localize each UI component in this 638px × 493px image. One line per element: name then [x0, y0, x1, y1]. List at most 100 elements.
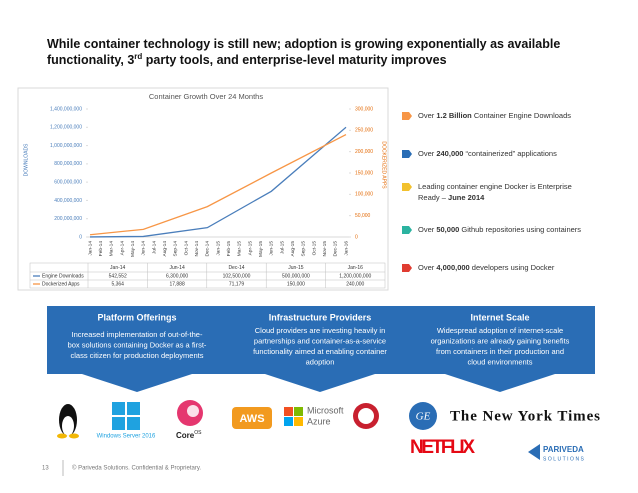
title-text: party tools, and enterprise-level maturi… [142, 53, 446, 67]
slide-title: While container technology is still new;… [47, 37, 560, 51]
table-header: Jan-14 [110, 265, 126, 271]
table-value: 500,000,000 [282, 273, 310, 279]
table-value: 5,364 [111, 281, 124, 287]
y-axis-label: DOWNLOADS [23, 143, 29, 176]
x-tick-label: Sep-14 [173, 241, 179, 257]
segment-text: cloud environments [467, 357, 532, 366]
linux-logo-belly [62, 416, 74, 436]
x-tick-label: Jan-14 [87, 241, 93, 256]
coreos-core: Core [176, 431, 195, 440]
segment-title: Infrastructure Providers [269, 312, 372, 322]
segment-arrow [265, 374, 375, 392]
windows-pane [112, 417, 125, 430]
y-tick-label: 1,400,000,000 [50, 106, 82, 112]
netflix-label: NETFLIX [410, 437, 475, 458]
y2-tick-label: 100,000 [355, 192, 373, 198]
footer-text: © Pariveda Solutions. Confidential & Pro… [72, 465, 201, 472]
title-text: functionality, 3 [47, 53, 134, 67]
table-value: 17,888 [169, 281, 185, 287]
segment-title: Internet Scale [470, 312, 529, 322]
x-tick-label: Sep-15 [301, 241, 307, 257]
x-tick-label: Feb-14 [98, 241, 104, 257]
highlight-plain: Leading container engine Docker is Enter… [418, 182, 572, 191]
x-tick-label: Jan-16 [343, 241, 349, 256]
x-tick-label: Nov-15 [322, 241, 328, 257]
pariveda-label: PARIVEDA [543, 445, 584, 454]
y2-tick-label: 150,000 [355, 170, 373, 176]
y2-axis-label: DOCKERIZED APPS [381, 141, 387, 189]
highlight-plain: Container Engine Downloads [472, 111, 571, 120]
x-tick-label: Mar-14 [109, 241, 115, 257]
x-tick-label: Feb-15 [226, 241, 232, 257]
y2-tick-label: 300,000 [355, 106, 373, 112]
table-value: 102,500,000 [223, 273, 251, 279]
segment-text: adoption [306, 357, 335, 366]
highlight-icon [402, 112, 412, 120]
x-tick-label: Nov-14 [194, 241, 200, 257]
segment-text: organizations are already gaining benefi… [431, 336, 570, 345]
table-frame [29, 262, 386, 289]
x-tick-label: Jun-15 [269, 241, 275, 256]
ms-pane [294, 417, 303, 426]
x-tick-label: Oct-15 [311, 241, 317, 256]
y2-tick-label: 50,000 [355, 213, 371, 219]
highlight-bold: 240,000 [436, 149, 463, 158]
x-tick-label: Jul-14 [151, 241, 157, 254]
series-line [89, 126, 347, 238]
aws-label: AWS [239, 413, 264, 425]
red-logo-inner [358, 408, 374, 424]
x-tick-label: Apr-15 [247, 241, 253, 256]
highlight-plain: “containerized” applications [463, 149, 557, 158]
title-superscript: rd [134, 52, 142, 61]
ms-pane [284, 417, 293, 426]
y-tick-label: 800,000,000 [54, 161, 82, 167]
highlight-bold: June 2014 [448, 193, 485, 202]
ge-label: GE [416, 411, 431, 423]
segment-text: box solutions containing Docker as a fir… [68, 340, 207, 349]
x-tick-label: Dec-14 [205, 241, 211, 257]
coreos-logo-inner [187, 405, 199, 417]
highlight-text: Over 1.2 Billion Container Engine Downlo… [418, 111, 571, 120]
chart-frame [17, 87, 389, 291]
highlight-bold: 50,000 [436, 225, 459, 234]
highlight-plain: Github repositories using containers [459, 225, 581, 234]
table-value: 240,000 [346, 281, 364, 287]
y2-tick-label: 0 [355, 234, 358, 240]
ms-pane [294, 407, 303, 416]
x-tick-label: Apr-14 [119, 241, 125, 256]
segment-arrow [82, 374, 192, 392]
x-tick-label: Jun-14 [141, 241, 147, 256]
ms-pane [284, 407, 293, 416]
y-tick-label: 200,000,000 [54, 216, 82, 222]
ge-logo [409, 402, 437, 430]
table-header: Jun-14 [169, 265, 185, 271]
highlight-icon [402, 226, 412, 234]
page-number: 13 [42, 466, 49, 472]
highlight-text: Over 4,000,000 developers using Docker [418, 263, 555, 272]
windows-pane [127, 402, 140, 415]
table-value: 542,552 [109, 273, 127, 279]
x-tick-label: Aug-14 [162, 241, 168, 257]
highlight-text: Leading container engine Docker is Enter… [418, 182, 572, 191]
table-value: 1,200,000,000 [339, 273, 371, 279]
y-tick-label: 600,000,000 [54, 179, 82, 185]
highlight-plain: Over [418, 225, 436, 234]
table-value: 150,000 [287, 281, 305, 287]
azure-label: Microsoft [307, 405, 344, 415]
x-tick-label: Mar-15 [237, 241, 243, 257]
y-tick-label: 0 [79, 234, 82, 240]
azure-label: Azure [307, 416, 331, 426]
pariveda-sub: SOLUTIONS [543, 456, 585, 462]
legend-label: Engine Downloads [42, 273, 84, 279]
highlight-plain: Over [418, 149, 436, 158]
highlight-text: Over 240,000 “containerized” application… [418, 149, 557, 158]
linux-logo-foot [69, 433, 79, 439]
table-value: 71,179 [229, 281, 245, 287]
windows-pane [112, 402, 125, 415]
x-tick-label: Jul-15 [279, 241, 285, 254]
title-text: While container technology is still new;… [47, 37, 560, 51]
y-tick-label: 400,000,000 [54, 198, 82, 204]
table-header: Dec-14 [228, 265, 244, 271]
x-tick-label: Jan-15 [215, 241, 221, 256]
